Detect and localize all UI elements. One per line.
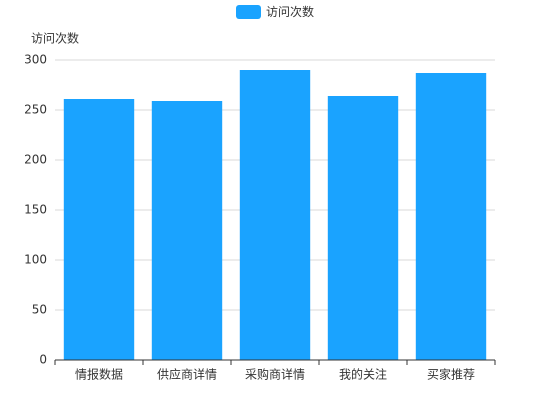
y-tick-label: 0 [39,353,47,367]
x-tick-label: 买家推荐 [427,367,475,382]
x-tick-label: 我的关注 [339,367,387,382]
y-tick-label: 200 [24,153,47,167]
bar [239,70,311,360]
legend-swatch[interactable] [236,5,261,19]
bar [151,101,223,360]
y-tick-label: 50 [32,303,47,317]
bar [327,96,399,360]
y-tick-label: 250 [24,103,47,117]
y-axis-label: 访问次数 [31,31,79,46]
y-tick-label: 300 [24,53,47,67]
x-tick-label: 供应商详情 [157,367,217,382]
x-tick-label: 采购商详情 [245,367,305,382]
x-tick-label: 情报数据 [75,367,123,382]
y-tick-label: 100 [24,253,47,267]
legend-label[interactable]: 访问次数 [266,4,314,19]
bar [63,99,135,360]
bar [415,73,487,360]
y-tick-label: 150 [24,203,47,217]
